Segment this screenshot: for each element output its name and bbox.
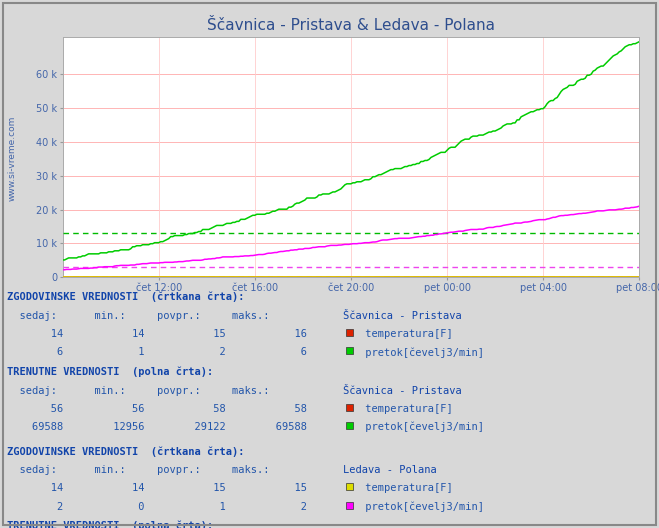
- Text: 14           14           15           16: 14 14 15 16: [7, 329, 306, 339]
- Text: ZGODOVINSKE VREDNOSTI  (črtkana črta):: ZGODOVINSKE VREDNOSTI (črtkana črta):: [7, 292, 244, 303]
- Text: temperatura[F]: temperatura[F]: [359, 329, 453, 339]
- Text: temperatura[F]: temperatura[F]: [359, 404, 453, 414]
- Text: 14           14           15           15: 14 14 15 15: [7, 483, 306, 493]
- Text: ZGODOVINSKE VREDNOSTI  (črtkana črta):: ZGODOVINSKE VREDNOSTI (črtkana črta):: [7, 446, 244, 457]
- Text: 2            0            1            2: 2 0 1 2: [7, 502, 306, 512]
- Text: pretok[čevelj3/min]: pretok[čevelj3/min]: [359, 422, 484, 432]
- Text: Ščavnica - Pristava: Ščavnica - Pristava: [343, 385, 461, 395]
- Text: Ledava - Polana: Ledava - Polana: [343, 465, 436, 475]
- Text: pretok[čevelj3/min]: pretok[čevelj3/min]: [359, 347, 484, 358]
- Text: TRENUTNE VREDNOSTI  (polna črta):: TRENUTNE VREDNOSTI (polna črta):: [7, 366, 213, 377]
- Text: 56           56           58           58: 56 56 58 58: [7, 404, 306, 414]
- Text: temperatura[F]: temperatura[F]: [359, 483, 453, 493]
- Text: TRENUTNE VREDNOSTI  (polna črta):: TRENUTNE VREDNOSTI (polna črta):: [7, 521, 213, 528]
- Text: www.si-vreme.com: www.si-vreme.com: [7, 116, 16, 201]
- Text: Ščavnica - Pristava: Ščavnica - Pristava: [343, 311, 461, 321]
- Text: sedaj:      min.:     povpr.:     maks.:: sedaj: min.: povpr.: maks.:: [7, 465, 269, 475]
- Text: 6            1            2            6: 6 1 2 6: [7, 347, 306, 357]
- Text: sedaj:      min.:     povpr.:     maks.:: sedaj: min.: povpr.: maks.:: [7, 311, 269, 321]
- Title: Ščavnica - Pristava & Ledava - Polana: Ščavnica - Pristava & Ledava - Polana: [207, 18, 495, 33]
- Text: sedaj:      min.:     povpr.:     maks.:: sedaj: min.: povpr.: maks.:: [7, 385, 269, 395]
- Text: 69588        12956        29122        69588: 69588 12956 29122 69588: [7, 422, 306, 432]
- Text: pretok[čevelj3/min]: pretok[čevelj3/min]: [359, 502, 484, 512]
